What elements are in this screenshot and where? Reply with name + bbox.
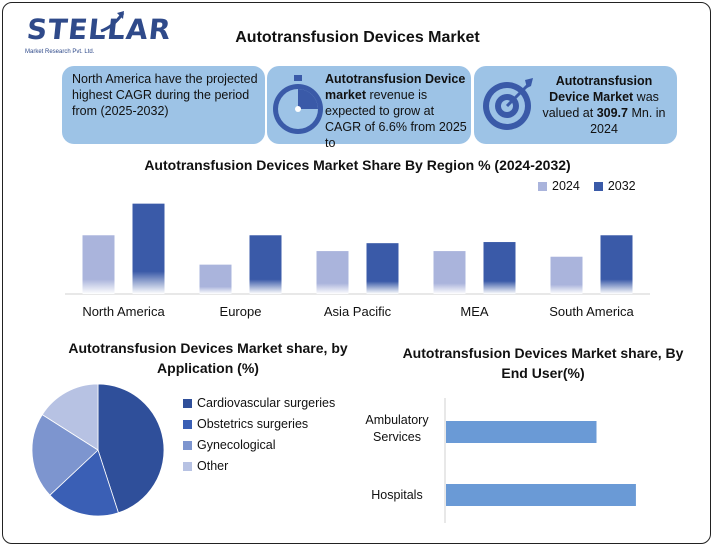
stopwatch-icon [273, 75, 323, 134]
pie-legend-item: Gynecological [183, 438, 335, 452]
region-bar-2032-north-america [132, 203, 165, 294]
pie-slice-other [41, 383, 99, 451]
region-bar-2032-europe [249, 235, 282, 294]
region-bar-chart: North America Europe Asia Pacific MEA South … [65, 203, 650, 319]
pie-legend-swatch [183, 419, 192, 429]
region-tick-label: Europe [220, 304, 262, 319]
enduser-bar-chart: Ambulatory Services Hospitals [365, 398, 636, 523]
logo-subtitle: Market Research Pvt. Ltd. [25, 49, 95, 55]
pie-legend-swatch [183, 461, 192, 471]
logo-arrow-icon [100, 11, 125, 33]
card3-text: Autotransfusion Device Market was valued… [534, 73, 674, 137]
application-chart-title: Autotransfusion Devices Market share, by… [68, 340, 348, 376]
pie-legend-label: Gynecological [197, 438, 276, 452]
enduser-tick-label: Hospitals [371, 488, 422, 502]
region-legend: 2024 2032 [538, 179, 636, 193]
info-card-cagr-growth: Autotransfusion Device market revenue is… [267, 66, 471, 150]
region-tick-label: North America [82, 304, 165, 319]
info-card-cagr-region: North America have the projected highest… [62, 66, 265, 144]
enduser-tick-label: Ambulatory Services [365, 413, 429, 444]
legend-swatch-2032 [593, 181, 603, 191]
card2-rest: revenue is expected to grow at CAGR of 6… [325, 88, 467, 150]
region-bar-2024-europe [199, 264, 232, 294]
pie-legend-item: Obstetrics surgeries [183, 417, 335, 431]
region-bar-2024-mea [433, 251, 466, 294]
region-bar-2032-asia-pacific [366, 243, 399, 294]
card2-bold: Autotransfusion Device market [325, 72, 466, 102]
region-bar-2024-south-america [550, 256, 583, 294]
region-tick-label: MEA [460, 304, 489, 319]
legend-swatch-2024 [538, 181, 547, 191]
card1-text: North America have the projected highest… [72, 72, 258, 118]
application-pie-chart [31, 383, 165, 517]
page-title: Autotransfusion Devices Market [235, 29, 480, 46]
region-tick-label: South America [549, 304, 634, 319]
region-tick-label: Asia Pacific [324, 304, 392, 319]
enduser-chart-title: Autotransfusion Devices Market share, By… [402, 345, 684, 381]
pie-legend-label: Other [197, 459, 229, 473]
pie-slice-gynecological [31, 414, 99, 496]
legend-label-2024: 2024 [552, 179, 580, 193]
pie-slice-obstetrics-surgeries [49, 449, 119, 517]
region-bar-2024-north-america [82, 235, 115, 294]
application-legend: Cardiovascular surgeries Obstetrics surge… [183, 396, 335, 480]
legend-label-2032: 2032 [607, 179, 636, 193]
pie-legend-item: Other [183, 459, 335, 473]
enduser-bar-ambulatory-services [446, 421, 597, 443]
stellar-logo: STELLAR Market Research Pvt. Ltd. [17, 9, 173, 59]
pie-legend-swatch [183, 440, 192, 450]
region-bar-2032-mea [483, 242, 516, 294]
pie-legend-swatch [183, 398, 192, 408]
region-bar-2032-south-america [600, 235, 633, 294]
region-bar-2024-asia-pacific [316, 251, 349, 294]
card3-bold: Autotransfusion Device Market [549, 74, 653, 104]
pie-legend-label: Obstetrics surgeries [197, 417, 309, 431]
card3-value: 309.7 [596, 106, 628, 120]
card2-text: Autotransfusion Device market revenue is… [325, 71, 471, 151]
card3-rest2: Mn. in 2024 [590, 106, 666, 136]
enduser-bar-hospitals [446, 484, 636, 506]
target-icon [483, 78, 533, 130]
card3-rest: was valued at [542, 90, 659, 120]
pie-legend-label: Cardiovascular surgeries [197, 396, 336, 410]
pie-slice-cardiovascular-surgeries [97, 383, 165, 514]
info-card-market-value: Autotransfusion Device Market was valued… [474, 66, 677, 144]
pie-legend-item: Cardiovascular surgeries [183, 396, 335, 410]
region-chart-title: Autotransfusion Devices Market Share By … [144, 157, 571, 173]
